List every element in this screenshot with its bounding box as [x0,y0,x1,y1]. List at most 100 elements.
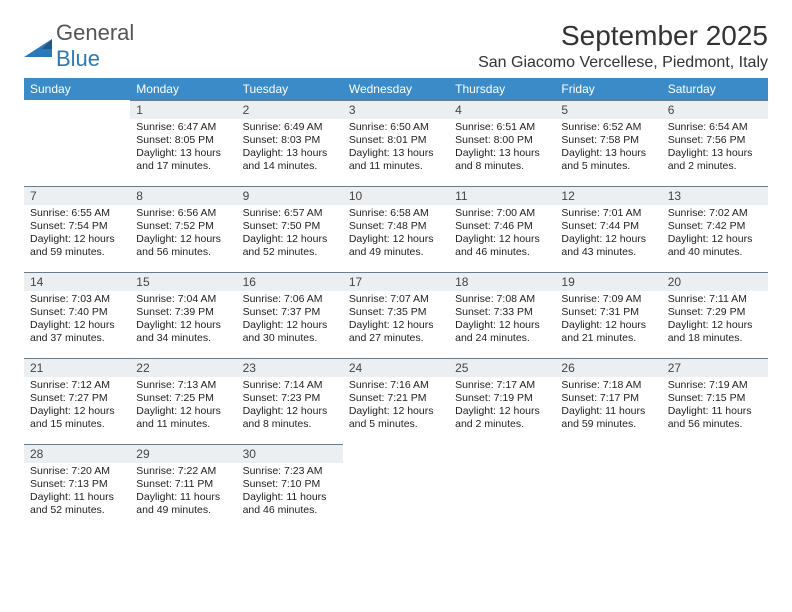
day-content-line: Sunrise: 6:47 AM [136,121,230,134]
day-content: Sunrise: 7:06 AMSunset: 7:37 PMDaylight:… [237,291,343,350]
day-content-line: and 21 minutes. [561,332,655,345]
day-content-line: Daylight: 11 hours [561,405,655,418]
day-content-line: Daylight: 12 hours [243,233,337,246]
day-content-line: Daylight: 12 hours [668,319,762,332]
calendar-week-row: 21Sunrise: 7:12 AMSunset: 7:27 PMDayligh… [24,358,768,444]
day-content-line: Sunset: 7:35 PM [349,306,443,319]
day-content-line: Daylight: 12 hours [455,233,549,246]
day-content-line: Sunrise: 7:08 AM [455,293,549,306]
day-content: Sunrise: 7:04 AMSunset: 7:39 PMDaylight:… [130,291,236,350]
day-number: 28 [24,444,130,463]
day-content-line: Sunrise: 6:58 AM [349,207,443,220]
calendar-day-cell: 11Sunrise: 7:00 AMSunset: 7:46 PMDayligh… [449,186,555,272]
day-content: Sunrise: 6:50 AMSunset: 8:01 PMDaylight:… [343,119,449,178]
calendar-day-cell: 28Sunrise: 7:20 AMSunset: 7:13 PMDayligh… [24,444,130,530]
day-content-line: Sunset: 7:54 PM [30,220,124,233]
day-number: 25 [449,358,555,377]
day-content-line: and 43 minutes. [561,246,655,259]
day-content-line: Sunset: 7:19 PM [455,392,549,405]
day-content-line: Sunrise: 6:49 AM [243,121,337,134]
day-content-line: Daylight: 12 hours [243,319,337,332]
day-content-line: and 18 minutes. [668,332,762,345]
day-number: 22 [130,358,236,377]
day-number: 2 [237,100,343,119]
day-content-line: and 30 minutes. [243,332,337,345]
day-content-line: Sunset: 7:10 PM [243,478,337,491]
day-content: Sunrise: 7:07 AMSunset: 7:35 PMDaylight:… [343,291,449,350]
day-content-line: Sunrise: 7:23 AM [243,465,337,478]
day-content-line: Sunrise: 6:52 AM [561,121,655,134]
day-content-line: Daylight: 13 hours [243,147,337,160]
day-content: Sunrise: 6:47 AMSunset: 8:05 PMDaylight:… [130,119,236,178]
day-content-line: Sunset: 7:48 PM [349,220,443,233]
day-content-line: Daylight: 12 hours [349,405,443,418]
day-content: Sunrise: 7:01 AMSunset: 7:44 PMDaylight:… [555,205,661,264]
day-content: Sunrise: 7:03 AMSunset: 7:40 PMDaylight:… [24,291,130,350]
day-content: Sunrise: 7:02 AMSunset: 7:42 PMDaylight:… [662,205,768,264]
day-content: Sunrise: 6:56 AMSunset: 7:52 PMDaylight:… [130,205,236,264]
day-content-line: Sunrise: 7:19 AM [668,379,762,392]
day-content-line: Sunrise: 7:22 AM [136,465,230,478]
day-content-line: and 2 minutes. [455,418,549,431]
calendar-page: General Blue September 2025 San Giacomo … [0,0,792,550]
day-content-line: Sunrise: 7:01 AM [561,207,655,220]
day-content-line: Sunset: 7:39 PM [136,306,230,319]
day-content-line: Daylight: 12 hours [30,319,124,332]
day-number: 10 [343,186,449,205]
calendar-day-cell [24,100,130,186]
day-content-line: Sunset: 7:27 PM [30,392,124,405]
day-content-line: Sunrise: 7:09 AM [561,293,655,306]
day-number: 20 [662,272,768,291]
day-content: Sunrise: 7:23 AMSunset: 7:10 PMDaylight:… [237,463,343,522]
day-number: 16 [237,272,343,291]
calendar-day-cell: 23Sunrise: 7:14 AMSunset: 7:23 PMDayligh… [237,358,343,444]
day-content-line: and 14 minutes. [243,160,337,173]
day-content-line: Sunrise: 6:51 AM [455,121,549,134]
day-content-line: Daylight: 12 hours [349,319,443,332]
day-content-line: Daylight: 13 hours [561,147,655,160]
day-content-line: Sunrise: 7:12 AM [30,379,124,392]
calendar-day-cell: 3Sunrise: 6:50 AMSunset: 8:01 PMDaylight… [343,100,449,186]
day-content: Sunrise: 7:11 AMSunset: 7:29 PMDaylight:… [662,291,768,350]
calendar-week-row: 1Sunrise: 6:47 AMSunset: 8:05 PMDaylight… [24,100,768,186]
day-content-line: Sunset: 7:52 PM [136,220,230,233]
day-content-line: Sunrise: 6:50 AM [349,121,443,134]
day-content-line: Sunset: 7:31 PM [561,306,655,319]
calendar-day-cell [343,444,449,530]
day-number: 12 [555,186,661,205]
calendar-day-cell: 2Sunrise: 6:49 AMSunset: 8:03 PMDaylight… [237,100,343,186]
day-content-line: Sunrise: 7:11 AM [668,293,762,306]
logo-word1: General [56,20,134,45]
calendar-week-row: 7Sunrise: 6:55 AMSunset: 7:54 PMDaylight… [24,186,768,272]
day-number: 14 [24,272,130,291]
day-content-line: and 40 minutes. [668,246,762,259]
day-content-line: Daylight: 12 hours [561,319,655,332]
day-content-line: and 52 minutes. [30,504,124,517]
calendar-day-cell: 7Sunrise: 6:55 AMSunset: 7:54 PMDaylight… [24,186,130,272]
day-content: Sunrise: 7:22 AMSunset: 7:11 PMDaylight:… [130,463,236,522]
day-content-line: Sunset: 7:46 PM [455,220,549,233]
logo-text: General Blue [56,20,134,72]
day-content-line: Daylight: 11 hours [243,491,337,504]
calendar-day-cell [449,444,555,530]
day-content-line: Sunrise: 7:18 AM [561,379,655,392]
day-content-line: Daylight: 11 hours [30,491,124,504]
day-number: 24 [343,358,449,377]
calendar-day-cell: 17Sunrise: 7:07 AMSunset: 7:35 PMDayligh… [343,272,449,358]
logo-word2: Blue [56,46,100,71]
calendar-day-cell: 5Sunrise: 6:52 AMSunset: 7:58 PMDaylight… [555,100,661,186]
day-number: 15 [130,272,236,291]
calendar-day-cell: 29Sunrise: 7:22 AMSunset: 7:11 PMDayligh… [130,444,236,530]
day-content-line: Sunset: 7:33 PM [455,306,549,319]
day-content-line: Sunset: 7:40 PM [30,306,124,319]
day-number: 5 [555,100,661,119]
day-content: Sunrise: 6:57 AMSunset: 7:50 PMDaylight:… [237,205,343,264]
day-content-line: Sunset: 7:15 PM [668,392,762,405]
day-content-line: Sunset: 7:29 PM [668,306,762,319]
day-number: 8 [130,186,236,205]
day-content-line: Sunset: 7:50 PM [243,220,337,233]
day-content: Sunrise: 7:12 AMSunset: 7:27 PMDaylight:… [24,377,130,436]
day-content-line: Daylight: 11 hours [136,491,230,504]
calendar-day-cell: 1Sunrise: 6:47 AMSunset: 8:05 PMDaylight… [130,100,236,186]
day-content-line: and 8 minutes. [243,418,337,431]
